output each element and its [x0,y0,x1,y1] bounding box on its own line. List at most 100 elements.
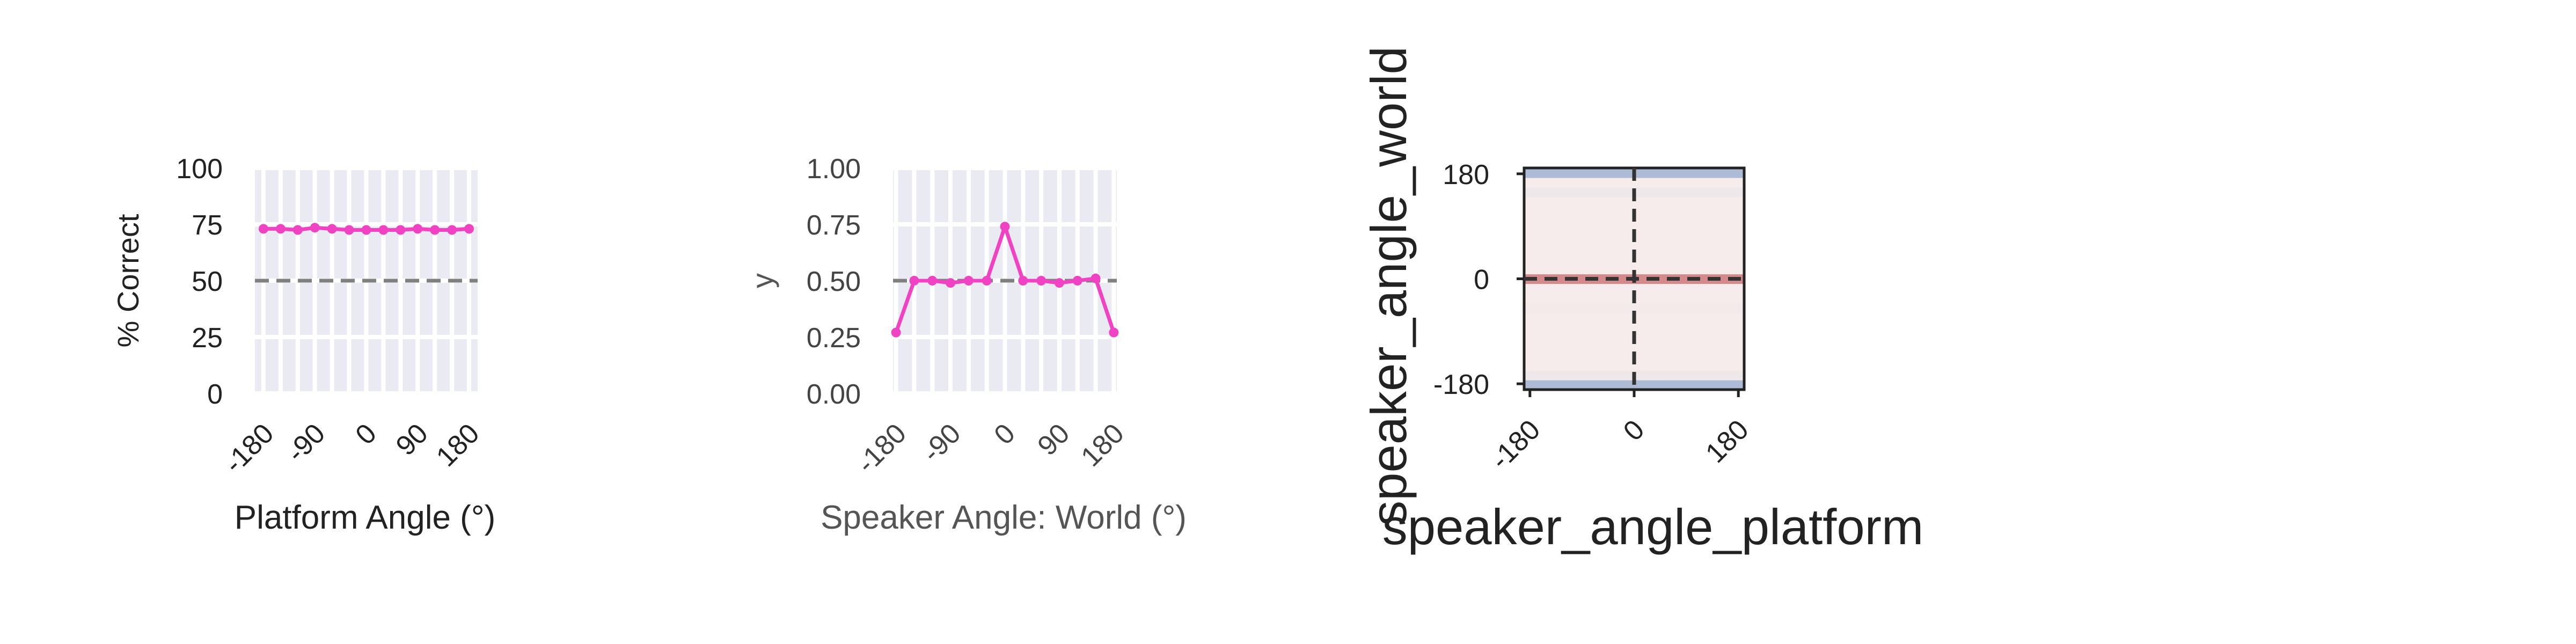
heatmap-cell [1548,351,1561,361]
heatmap-cell [1658,216,1671,226]
heatmap-cell [1634,187,1647,197]
heatmap-cell [1561,351,1574,361]
heatmap-cell [1695,332,1708,342]
heatmap-cell [1573,245,1586,255]
heatmap-cell [1658,187,1671,197]
heatmap-cell [1597,351,1611,361]
heatmap-cell [1597,264,1611,275]
heatmap-cell [1707,361,1721,371]
x-tick-label: 0 [1618,414,1650,447]
heatmap-cell [1683,187,1696,197]
heatmap-cell [1548,341,1561,352]
heatmap-cell [1646,370,1659,380]
heatmap-cell [1695,264,1708,275]
heatmap-cell [1695,196,1708,207]
data-point [1000,222,1010,232]
heatmap-cell [1597,322,1611,332]
heatmap-cell [1573,341,1586,352]
heatmap-cell [1671,216,1684,226]
heatmap-cell [1597,380,1611,390]
heatmap-cell [1597,361,1611,371]
heatmap-cell [1536,293,1549,303]
heatmap-cell [1707,351,1721,361]
heatmap-cell [1548,206,1561,217]
heatmap-cell [1524,351,1537,361]
heatmap-cell [1561,168,1574,178]
heatmap-cell [1719,254,1732,265]
heatmap-cell [1707,206,1721,217]
heatmap-cell [1524,293,1537,303]
heatmap-cell [1732,196,1745,207]
heatmap-cell [1634,264,1647,275]
heatmap-cell [1646,225,1659,236]
x-axis-label: speaker_angle_platform [1382,499,1924,555]
y-tick-label: 1.00 [807,153,861,185]
heatmap-cell [1719,196,1732,207]
heatmap-cell [1609,187,1622,197]
heatmap-cell [1683,254,1696,265]
heatmap-cell [1524,177,1537,188]
heatmap-cell [1573,312,1586,323]
heatmap-cell [1536,177,1549,188]
x-tick-label: 0 [989,418,1021,450]
heatmap-cell [1536,322,1549,332]
y-tick-label: 0.25 [807,323,861,354]
heatmap-cell [1585,254,1598,265]
heatmap-cell [1561,196,1574,207]
heatmap-cell [1634,370,1647,380]
data-point [361,225,371,235]
heatmap-cell [1695,216,1708,226]
heatmap-cell [1597,312,1611,323]
heatmap-cell [1585,312,1598,323]
heatmap-cell [1719,264,1732,275]
heatmap-cell [1671,177,1684,188]
data-point [927,276,938,286]
heatmap-cell [1585,206,1598,217]
heatmap-cell [1609,235,1622,246]
heatmap-cell [1597,206,1611,217]
heatmap-cell [1622,283,1635,294]
heatmap-cell [1671,380,1684,390]
heatmap-cell [1707,225,1721,236]
heatmap-cell [1622,225,1635,236]
heatmap-cell [1719,225,1732,236]
heatmap-cell [1671,370,1684,380]
heatmap-cell [1634,225,1647,236]
heatmap-cell [1524,168,1537,178]
heatmap-cell [1536,168,1549,178]
x-tick-label: 0 [350,418,383,450]
heatmap-cell [1732,254,1745,265]
data-point [464,224,474,234]
heatmap-cell [1646,177,1659,188]
heatmap-cell [1683,322,1696,332]
heatmap-cell [1732,206,1745,217]
heatmap-cell [1707,187,1721,197]
heatmap-cell [1732,370,1745,380]
heatmap-cell [1646,361,1659,371]
heatmap-cell [1622,235,1635,246]
heatmap-cell [1561,283,1574,294]
heatmap-cell [1573,380,1586,390]
heatmap-cell [1732,341,1745,352]
heatmap-cell [1671,235,1684,246]
heatmap-cell [1524,380,1537,390]
heatmap-cell [1732,312,1745,323]
heatmap-cell [1683,380,1696,390]
heatmap-cell [1634,361,1647,371]
heatmap-cell [1561,312,1574,323]
heatmap-cell [1597,245,1611,255]
heatmap-cell [1561,264,1574,275]
heatmap-cell [1585,332,1598,342]
heatmap-cell [1707,196,1721,207]
heatmap-cell [1695,293,1708,303]
heatmap-cell [1622,254,1635,265]
heatmap-cell [1536,196,1549,207]
heatmap-cell [1561,341,1574,352]
heatmap-cell [1719,216,1732,226]
heatmap-cell [1548,168,1561,178]
heatmap-cell [1597,254,1611,265]
heatmap-cell [1609,293,1622,303]
heatmap-cell [1707,293,1721,303]
heatmap-cell [1719,274,1732,284]
